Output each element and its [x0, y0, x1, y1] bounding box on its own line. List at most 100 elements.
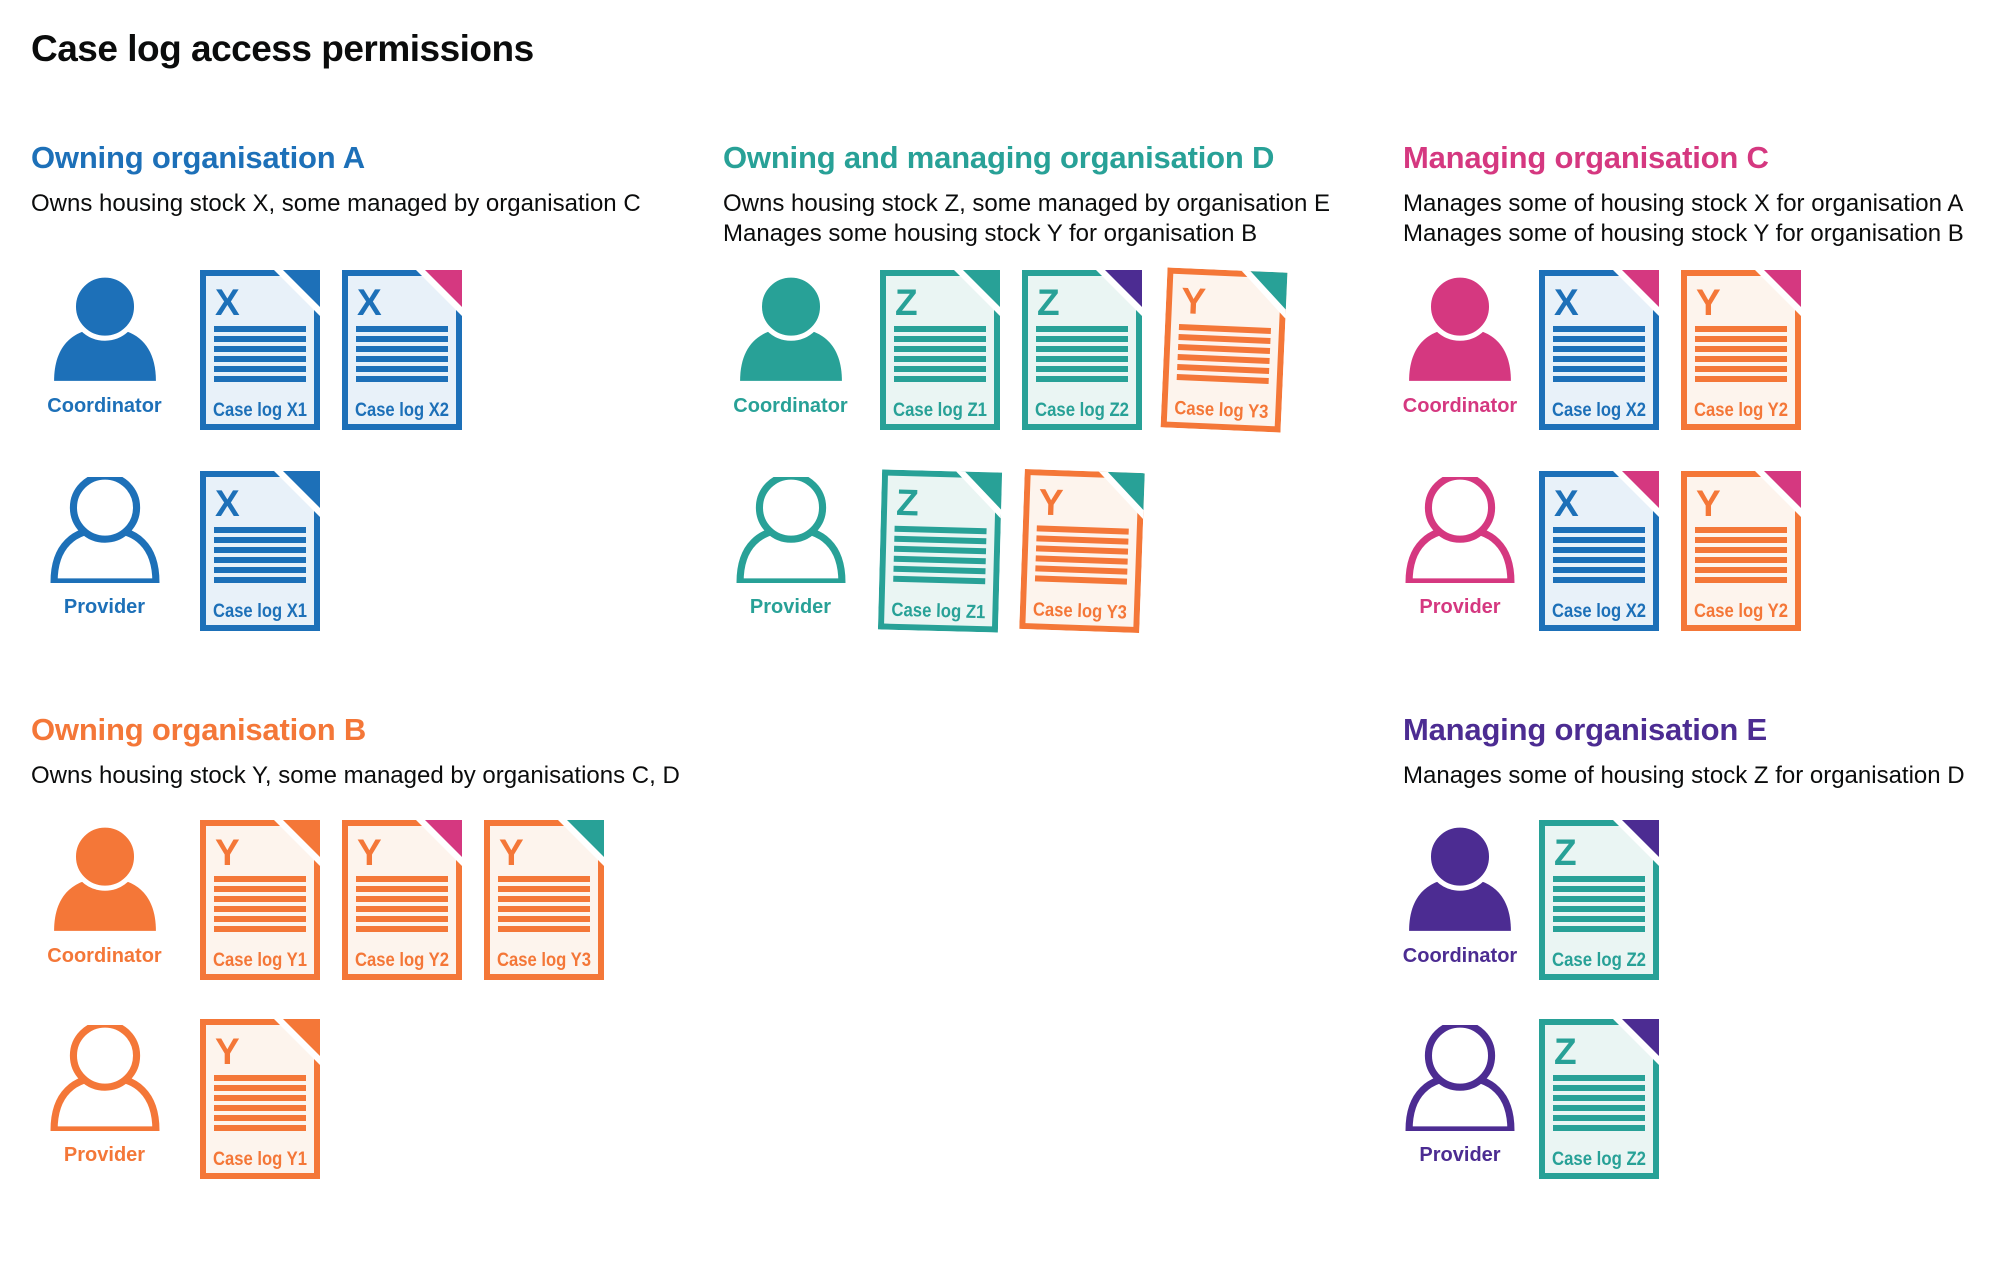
person-head-shape: [755, 477, 826, 543]
document-text-line: [1036, 525, 1129, 535]
document-text-line: [1553, 537, 1645, 543]
org-section-title: Managing organisation E: [1403, 712, 1767, 747]
document-text-line: [1178, 334, 1271, 345]
document-text-line: [1553, 567, 1645, 573]
folded-corner: [283, 1019, 320, 1056]
case-log-document: Y Case log Y3: [1160, 267, 1288, 433]
document-text-line: [1553, 376, 1645, 382]
document-text-line: [1695, 577, 1787, 583]
provider-person-icon: [1405, 1025, 1515, 1131]
org-section-description: Owns housing stock Z, some managed by or…: [723, 190, 1330, 247]
document-text-lines: [1034, 525, 1129, 585]
stock-letter: Z: [1554, 1031, 1577, 1072]
document-label: Case log Y2: [1694, 601, 1788, 622]
document-icon: X Case log X2: [1539, 270, 1659, 430]
stock-letter: Y: [1696, 483, 1721, 524]
document-text-line: [214, 1125, 306, 1131]
org-section-description: Manages some of housing stock X for orga…: [1403, 190, 1964, 247]
folded-corner: [1764, 270, 1801, 307]
document-icon: X Case log X2: [342, 270, 462, 430]
coordinator-row: Coordinator Z Case log Z1 Z Case log Z2 …: [723, 267, 1306, 433]
document-label: Case log Y3: [497, 950, 591, 971]
document-text-line: [498, 926, 590, 932]
document-text-line: [1553, 557, 1645, 563]
case-log-documents: X Case log X2 Y Case log Y2: [1539, 471, 1823, 631]
coordinator-person-icon: [739, 276, 842, 381]
document-text-line: [1553, 1095, 1645, 1101]
document-text-line: [894, 535, 987, 545]
case-log-document: Y Case log Y3: [484, 820, 604, 980]
case-log-documents: Z Case log Z2: [1539, 820, 1681, 980]
document-text-line: [1035, 555, 1128, 565]
role-label: Coordinator: [733, 395, 848, 417]
folded-corner: [965, 471, 1003, 510]
case-log-documents: Y Case log Y1 Y Case log Y2 Y Case log Y…: [200, 820, 626, 980]
folded-corner: [1107, 471, 1145, 511]
document-text-line: [1553, 1105, 1645, 1111]
role-label: Coordinator: [1402, 395, 1518, 417]
document-text-line: [1178, 324, 1272, 335]
document-label: Case log X1: [213, 601, 307, 622]
person: Coordinator: [723, 270, 858, 418]
document-text-line: [1553, 926, 1645, 932]
document-text-line: [356, 346, 448, 352]
document-text-line: [894, 525, 987, 535]
document-text-line: [1035, 545, 1129, 555]
stock-letter: X: [1554, 282, 1579, 323]
coordinator-person-icon: [1409, 276, 1511, 381]
document-text-line: [1177, 363, 1270, 374]
document-text-line: [498, 886, 590, 892]
document-icon: X Case log X1: [200, 471, 320, 631]
document-text-line: [1695, 366, 1787, 372]
document-text-lines: [214, 876, 306, 932]
document-text-line: [893, 545, 987, 555]
document-label: Case log Y1: [213, 950, 307, 971]
person-body-shape: [1409, 877, 1511, 931]
case-log-document: X Case log X2: [342, 270, 462, 430]
person: Coordinator: [1403, 820, 1517, 968]
document-text-line: [894, 326, 986, 332]
document-text-line: [214, 326, 306, 332]
case-log-document: X Case log X1: [200, 270, 320, 430]
role-label: Provider: [63, 596, 146, 618]
document-text-line: [214, 1075, 306, 1081]
org-section-org-d: Owning and managing organisation D Owns …: [723, 140, 1383, 700]
document-icon: Y Case log Y2: [1681, 471, 1801, 631]
document-text-line: [214, 1105, 306, 1111]
folded-corner: [963, 270, 1000, 307]
stock-letter: Y: [215, 1031, 240, 1072]
document-label: Case log Z1: [893, 400, 987, 421]
document-text-line: [214, 567, 306, 573]
case-log-documents: X Case log X1 X Case log X2: [200, 270, 484, 430]
document-icon: Z Case log Z2: [1539, 820, 1659, 980]
org-section-title: Owning and managing organisation D: [723, 140, 1275, 175]
document-text-line: [214, 557, 306, 563]
document-text-line: [356, 906, 448, 912]
folded-corner: [283, 820, 320, 857]
org-section-org-e: Managing organisation E Manages some of …: [1403, 712, 1993, 1272]
person-head-shape: [69, 1025, 140, 1091]
document-label: Case log Z2: [1035, 400, 1129, 421]
document-text-lines: [1553, 326, 1645, 382]
case-log-document: Y Case log Y1: [200, 1019, 320, 1179]
document-text-lines: [1553, 876, 1645, 932]
folded-corner: [1622, 820, 1659, 857]
case-log-documents: X Case log X2 Y Case log Y2: [1539, 270, 1823, 430]
document-text-line: [1036, 535, 1129, 545]
document-text-lines: [214, 326, 306, 382]
document-label: Case log X2: [355, 400, 449, 421]
provider-row: Provider X Case log X2 Y Case log Y2: [1403, 471, 1823, 631]
person: Provider: [31, 471, 178, 619]
document-text-line: [356, 366, 448, 372]
document-text-line: [214, 366, 306, 372]
document-text-line: [1553, 1115, 1645, 1121]
document-icon: Z Case log Z2: [1539, 1019, 1659, 1179]
document-text-line: [214, 886, 306, 892]
coordinator-person-icon: [53, 276, 156, 381]
document-text-line: [214, 336, 306, 342]
document-text-line: [1553, 1125, 1645, 1131]
document-text-line: [356, 886, 448, 892]
document-icon: Z Case log Z1: [877, 469, 1003, 633]
document-text-line: [214, 537, 306, 543]
page-title: Case log access permissions: [31, 28, 534, 69]
